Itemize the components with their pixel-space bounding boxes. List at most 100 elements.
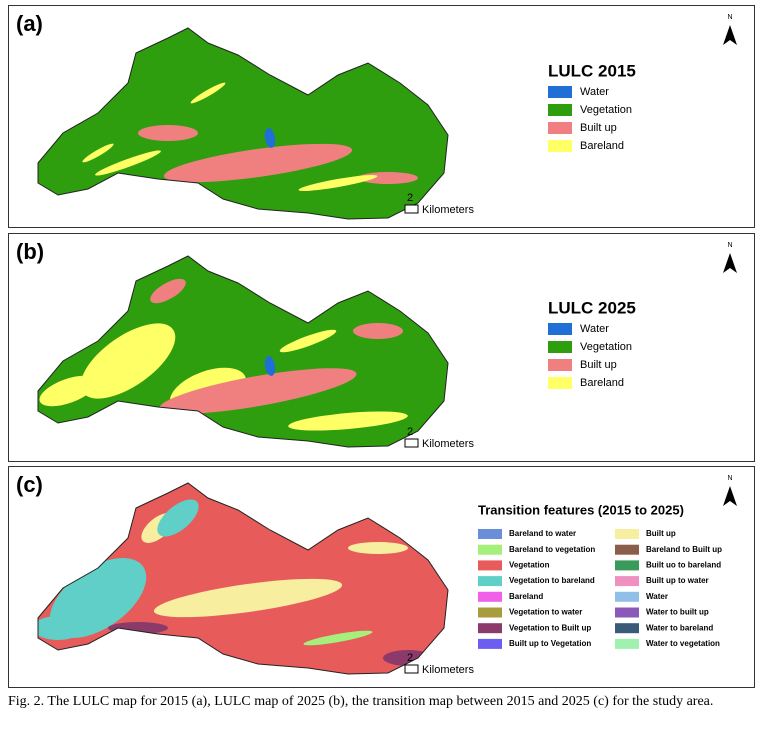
- legend-swatch: [478, 529, 502, 539]
- legend-label: Built up: [580, 359, 617, 371]
- map-region: [348, 542, 408, 554]
- legend-label: Water to vegetation: [646, 639, 720, 648]
- map: [38, 28, 448, 219]
- map-base: [38, 256, 448, 447]
- legend-swatch: [478, 591, 502, 602]
- map-region: [353, 323, 403, 339]
- north-arrow: [723, 253, 737, 273]
- map-region: [153, 578, 343, 618]
- legend-label: Bareland to water: [509, 529, 576, 538]
- legend-label: Vegetation: [580, 341, 632, 353]
- map-region: [264, 356, 276, 376]
- caption: Fig. 2. The LULC map for 2015 (a), LULC …: [8, 694, 714, 709]
- legend-label: Built uo to bareland: [646, 561, 721, 570]
- panel: (b) N 2 Kilometers LULC 2025 Water Vegetation B…: [8, 233, 755, 462]
- legend-label: Vegetation to Built up: [509, 623, 591, 632]
- legend-swatch: [548, 104, 572, 116]
- panel-label: (a): [16, 11, 43, 36]
- legend-swatch: [478, 607, 502, 618]
- north-label: N: [727, 242, 732, 249]
- legend-label: Vegetation to bareland: [509, 576, 595, 585]
- legend-label: Bareland: [580, 140, 624, 152]
- legend-label: Bareland: [580, 377, 624, 389]
- legend-swatch: [548, 140, 572, 152]
- legend-label: Water: [580, 323, 609, 335]
- legend-swatch: [548, 359, 572, 371]
- legend-swatch: [615, 607, 639, 618]
- legend-label: Bareland to vegetation: [509, 545, 595, 554]
- map-region: [303, 630, 373, 646]
- legend-swatch: [615, 560, 639, 571]
- map-region: [163, 143, 353, 183]
- map-region: [288, 411, 408, 431]
- legend-label: Bareland: [509, 592, 543, 601]
- legend-swatch: [548, 86, 572, 98]
- scale-value: 2: [407, 426, 413, 438]
- legend-label: Water to built up: [646, 608, 709, 617]
- legend-title: LULC 2015: [548, 61, 636, 80]
- map-region: [358, 172, 418, 184]
- map-outline: [37, 27, 449, 220]
- scale-value: 2: [407, 652, 413, 664]
- scale-value: 2: [407, 192, 413, 204]
- panel-frame: [8, 233, 755, 462]
- legend-label: Built up: [580, 122, 617, 134]
- legend-swatch: [615, 638, 639, 649]
- map-region: [38, 616, 83, 640]
- legend-label: Water: [646, 592, 668, 601]
- scale-unit: Kilometers: [422, 204, 474, 216]
- legend-swatch: [478, 560, 502, 571]
- legend-swatch: [548, 122, 572, 134]
- map-region: [190, 82, 226, 104]
- legend-label: Water to bareland: [646, 623, 713, 632]
- legend-swatch: [615, 576, 639, 587]
- panel-frame: [8, 5, 755, 228]
- figure: (a) N 2 Kilometers LULC 2015 Water Vegetation B…: [8, 5, 755, 688]
- map-region: [49, 558, 147, 638]
- scale-bar: [404, 204, 419, 214]
- map-region: [138, 125, 198, 141]
- legend-label: Built up to Vegetation: [509, 639, 591, 648]
- panel-label: (b): [16, 239, 44, 264]
- legend-label: Bareland to Built up: [646, 545, 722, 554]
- legend-swatch: [478, 638, 502, 649]
- legend-swatch: [548, 341, 572, 353]
- map-region: [264, 128, 276, 148]
- legend-label: Vegetation to water: [509, 608, 582, 617]
- map-region: [95, 150, 161, 176]
- scale-unit: Kilometers: [422, 438, 474, 450]
- map-region: [157, 499, 199, 537]
- legend-swatch: [478, 623, 502, 634]
- panel-frame: [8, 466, 755, 688]
- legend-swatch: [615, 591, 639, 602]
- map-region: [279, 329, 337, 353]
- panel-label: (c): [16, 472, 43, 497]
- panel: (c) N 2 Kilometers Transition features (2015…: [8, 466, 755, 688]
- north-label: N: [727, 475, 732, 482]
- scale-bar: [404, 664, 419, 674]
- map-region: [150, 278, 186, 304]
- scale-unit: Kilometers: [422, 664, 474, 676]
- legend-swatch: [615, 623, 639, 634]
- map-region: [80, 323, 176, 399]
- map-outline: [37, 482, 449, 675]
- panel: (a) N 2 Kilometers LULC 2015 Water Vegetation B…: [8, 5, 755, 228]
- legend-swatch: [615, 529, 639, 539]
- legend-label: Water: [580, 86, 609, 98]
- map-region: [82, 143, 114, 163]
- map-region: [159, 368, 357, 414]
- map-region: [39, 375, 97, 407]
- legend-swatch: [548, 377, 572, 389]
- north-arrow: [723, 486, 737, 506]
- map-region: [298, 175, 378, 191]
- north-label: N: [727, 14, 732, 21]
- legend-title: LULC 2025: [548, 298, 636, 317]
- legend-label: Vegetation: [580, 104, 632, 116]
- map-outline: [37, 255, 449, 448]
- scale-bar: [404, 438, 419, 448]
- legend-swatch: [478, 576, 502, 587]
- legend-swatch: [615, 544, 639, 555]
- legend-label: Built up: [646, 529, 676, 538]
- map-region: [293, 521, 323, 535]
